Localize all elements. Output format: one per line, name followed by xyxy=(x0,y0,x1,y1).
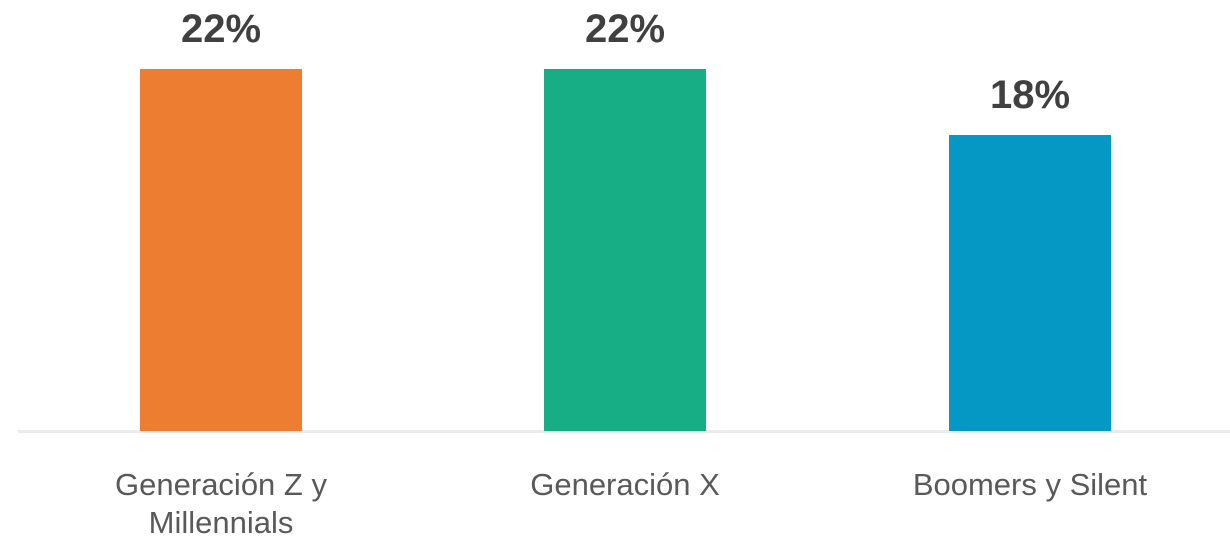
x-tick-label: Generación Z y Millennials xyxy=(115,467,327,540)
x-tick-label: Boomers y Silent xyxy=(912,467,1148,502)
baseline xyxy=(18,430,1230,433)
data-label: 18% xyxy=(989,72,1071,117)
bar xyxy=(949,134,1111,431)
bar xyxy=(544,69,706,431)
data-label: 22% xyxy=(180,7,262,51)
data-label: 22% xyxy=(584,7,666,51)
bar xyxy=(140,69,302,431)
x-tick-label: Generación X xyxy=(530,467,720,502)
